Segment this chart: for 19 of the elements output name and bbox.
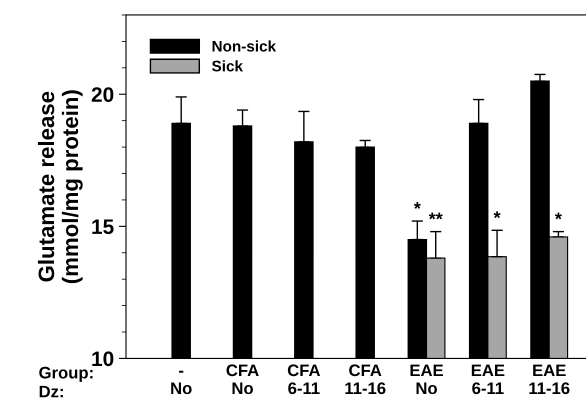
- annotation: *: [494, 211, 501, 218]
- x-tick-label: CFA 6-11: [288, 364, 320, 394]
- text: Group:: [39, 366, 93, 382]
- text: Dz:: [40, 386, 63, 398]
- annotation: *: [554, 212, 562, 220]
- x-tick-label: CFA No: [226, 364, 259, 394]
- annotation: **: [428, 212, 443, 220]
- annotation: *: [414, 202, 421, 209]
- y-tick-label: 15: [92, 220, 114, 234]
- y-tick-label: 20: [92, 87, 114, 102]
- x-tick-label: - No: [171, 370, 192, 394]
- legend-label: Sick: [212, 60, 243, 72]
- y-axis-title: Glutamate release (mmol/mg protein): [38, 90, 83, 284]
- y-tick-label: 10: [92, 351, 114, 366]
- x-tick-label: CFA 11-16: [345, 364, 386, 394]
- x-tick-label: EAE No: [410, 364, 444, 394]
- legend-label: Non-sick: [212, 40, 276, 52]
- x-tick-label: EAE 6-11: [472, 364, 504, 394]
- x-tick-label: EAE 11-16: [529, 364, 570, 394]
